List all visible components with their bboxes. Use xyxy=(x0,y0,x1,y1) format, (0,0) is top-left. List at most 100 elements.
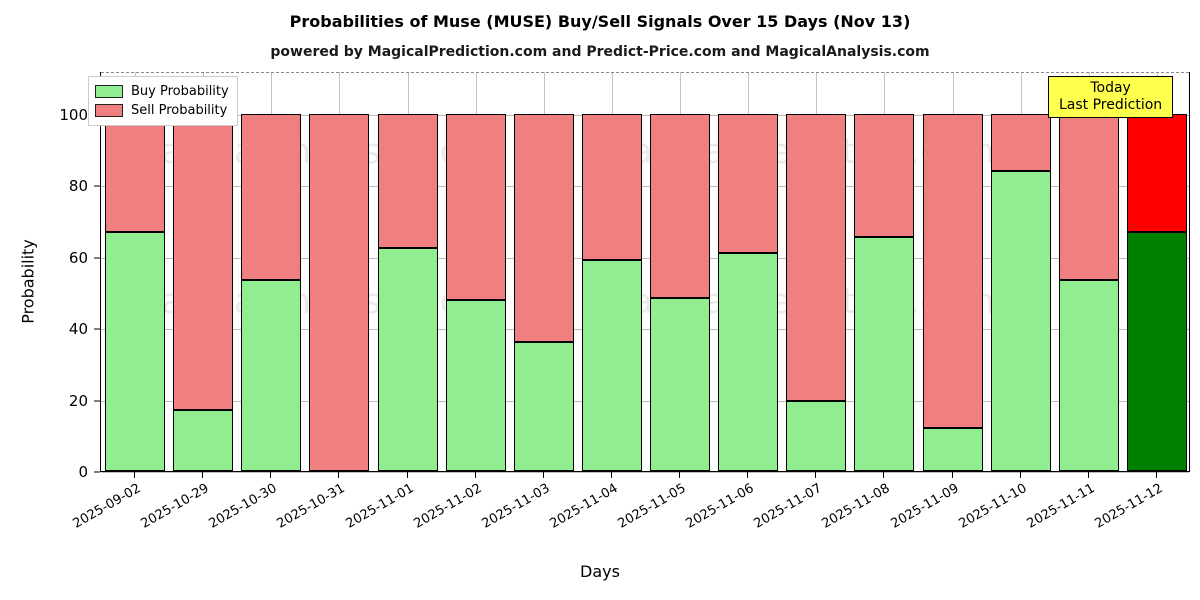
legend-label-sell: Sell Probability xyxy=(131,103,228,118)
bar-segment-sell[interactable] xyxy=(513,113,574,343)
x-tick-mark xyxy=(951,472,953,478)
gridline-y-60 xyxy=(101,257,1189,259)
y-tick-mark xyxy=(94,471,100,473)
x-tick-label: 2025-11-12 xyxy=(1092,481,1166,532)
y-tick-mark xyxy=(94,257,100,259)
x-tick-label: 2025-09-02 xyxy=(70,481,144,532)
bar-segment-buy[interactable] xyxy=(1126,231,1187,471)
bar-group[interactable] xyxy=(1058,71,1119,471)
bar-segment-sell[interactable] xyxy=(650,113,711,298)
today-annotation-line2: Last Prediction xyxy=(1059,96,1163,113)
x-tick-mark xyxy=(406,472,408,478)
legend-item-sell: Sell Probability xyxy=(95,101,229,120)
x-tick-label: 2025-11-06 xyxy=(683,481,757,532)
bar-segment-buy[interactable] xyxy=(445,299,506,471)
bar-segment-buy[interactable] xyxy=(922,428,983,471)
bar-segment-sell[interactable] xyxy=(718,113,779,254)
gridline-y-0 xyxy=(101,472,1189,473)
reference-line xyxy=(101,72,1189,73)
legend-label-buy: Buy Probability xyxy=(131,84,229,99)
bar-group[interactable] xyxy=(718,71,779,471)
y-tick-label: 20 xyxy=(68,391,88,410)
bar-segment-sell[interactable] xyxy=(854,113,915,238)
bar-group[interactable] xyxy=(513,71,574,471)
x-tick-mark xyxy=(1155,472,1157,478)
bar-segment-buy[interactable] xyxy=(105,231,166,471)
x-tick-label: 2025-11-10 xyxy=(956,481,1030,532)
bar-segment-buy[interactable] xyxy=(786,401,847,471)
y-tick-mark xyxy=(94,400,100,402)
bar-group[interactable] xyxy=(581,71,642,471)
bar-segment-sell[interactable] xyxy=(922,113,983,429)
bar-group[interactable] xyxy=(445,71,506,471)
x-tick-mark xyxy=(815,472,817,478)
x-tick-mark xyxy=(134,472,136,478)
x-tick-mark xyxy=(202,472,204,478)
bar-segment-sell[interactable] xyxy=(309,113,370,471)
bar-segment-sell[interactable] xyxy=(377,113,438,248)
bar-group[interactable] xyxy=(173,71,234,471)
legend-item-buy: Buy Probability xyxy=(95,82,229,101)
bar-segment-buy[interactable] xyxy=(1058,279,1119,471)
bar-segment-buy[interactable] xyxy=(377,247,438,471)
chart-subtitle: powered by MagicalPrediction.com and Pre… xyxy=(270,44,930,60)
y-axis-ticks: 0 20 40 60 80 100 xyxy=(0,72,1200,481)
bar-segment-sell[interactable] xyxy=(581,113,642,261)
bar-segment-buy[interactable] xyxy=(718,253,779,471)
bar-segment-buy[interactable] xyxy=(173,410,234,471)
x-tick-label: 2025-11-03 xyxy=(479,481,553,532)
x-tick-mark xyxy=(474,472,476,478)
bar-segment-sell[interactable] xyxy=(990,113,1051,171)
bar-segment-sell[interactable] xyxy=(1058,113,1119,280)
x-tick-mark xyxy=(270,472,272,478)
bar-group[interactable] xyxy=(990,71,1051,471)
bar-group[interactable] xyxy=(650,71,711,471)
gridline-y-80 xyxy=(101,186,1189,188)
bar-group[interactable] xyxy=(105,71,166,471)
y-tick-label: 40 xyxy=(68,320,88,339)
y-tick-label: 60 xyxy=(68,248,88,267)
bar-group[interactable] xyxy=(1126,71,1187,471)
bar-segment-sell[interactable] xyxy=(786,113,847,402)
bar-group[interactable] xyxy=(922,71,983,471)
x-tick-mark xyxy=(542,472,544,478)
x-tick-mark xyxy=(883,472,885,478)
bar-segment-sell[interactable] xyxy=(1126,113,1187,232)
y-tick-label: 0 xyxy=(78,463,88,481)
bar-segment-buy[interactable] xyxy=(990,171,1051,471)
bar-group[interactable] xyxy=(854,71,915,471)
bar-segment-sell[interactable] xyxy=(241,113,302,280)
bar-segment-sell[interactable] xyxy=(173,113,234,411)
x-tick-label: 2025-10-30 xyxy=(206,481,280,532)
legend-swatch-buy-icon xyxy=(95,85,123,98)
x-tick-label: 2025-11-08 xyxy=(819,481,893,532)
gridline-y-40 xyxy=(101,329,1189,331)
bar-group[interactable] xyxy=(309,71,370,471)
y-tick-mark xyxy=(94,328,100,330)
x-tick-mark xyxy=(338,472,340,478)
bar-segment-sell[interactable] xyxy=(105,113,166,232)
gridline-y-20 xyxy=(101,400,1189,402)
y-tick-label: 80 xyxy=(68,177,88,196)
bar-group[interactable] xyxy=(241,71,302,471)
x-tick-mark xyxy=(1087,472,1089,478)
x-tick-label: 2025-11-11 xyxy=(1024,481,1098,532)
x-tick-mark xyxy=(747,472,749,478)
x-tick-mark xyxy=(1019,472,1021,478)
bar-segment-buy[interactable] xyxy=(581,260,642,471)
bar-segment-buy[interactable] xyxy=(241,279,302,471)
bar-segment-buy[interactable] xyxy=(854,237,915,471)
x-tick-label: 2025-11-01 xyxy=(343,481,417,532)
bar-group[interactable] xyxy=(786,71,847,471)
x-tick-label: 2025-10-31 xyxy=(274,481,348,532)
bar-segment-sell[interactable] xyxy=(445,113,506,300)
today-annotation: Today Last Prediction xyxy=(1048,76,1174,119)
x-tick-label: 2025-11-05 xyxy=(615,481,689,532)
bar-group[interactable] xyxy=(377,71,438,471)
bar-segment-buy[interactable] xyxy=(513,342,574,471)
x-tick-label: 2025-10-29 xyxy=(138,481,212,532)
bar-segment-buy[interactable] xyxy=(650,297,711,471)
legend-swatch-sell-icon xyxy=(95,104,123,117)
x-tick-label: 2025-11-07 xyxy=(751,481,825,532)
